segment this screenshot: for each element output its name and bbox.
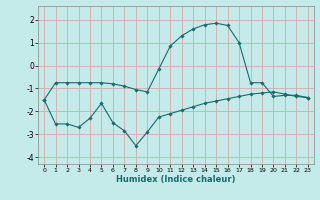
X-axis label: Humidex (Indice chaleur): Humidex (Indice chaleur) <box>116 175 236 184</box>
